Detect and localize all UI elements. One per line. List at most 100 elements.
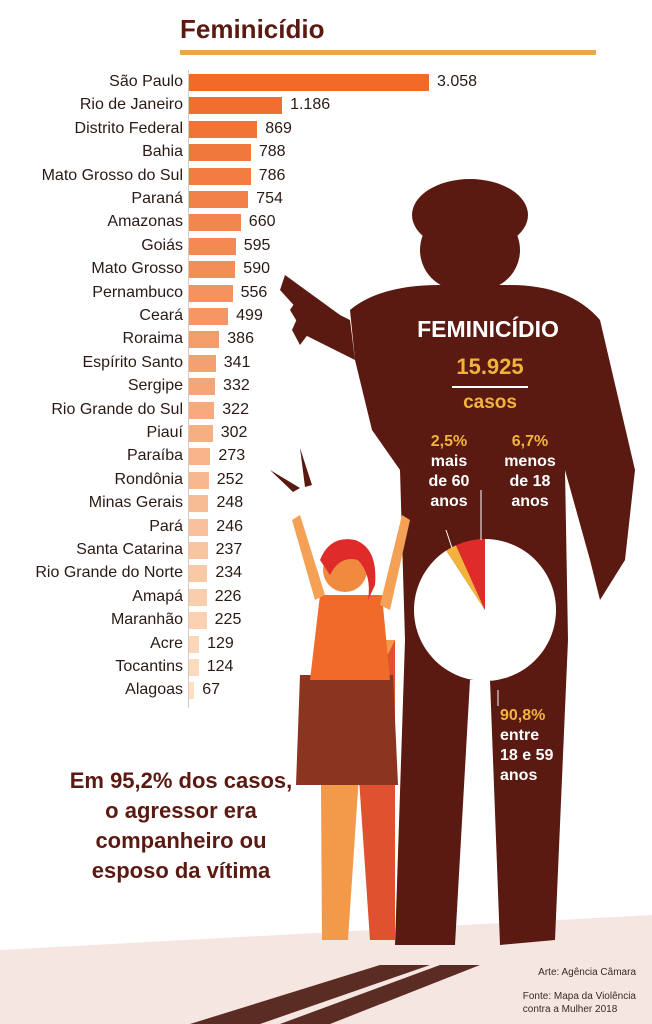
value-label: 225 [214, 611, 242, 629]
pie-note-under-18: 6,7% menos de 18 anos [497, 432, 563, 512]
bar [189, 354, 216, 372]
pie-note-line: anos [500, 767, 538, 784]
value-label: 595 [243, 236, 271, 254]
woman-figure [270, 448, 410, 940]
category-label: Minas Gerais [88, 494, 183, 512]
category-label: Amazonas [107, 213, 183, 231]
pie-slice [446, 545, 485, 610]
value-label: 788 [258, 143, 286, 161]
bar [189, 542, 208, 559]
page-title: Feminicídio [180, 14, 325, 44]
bar [189, 425, 213, 442]
pie-note-line: de 18 [509, 473, 551, 490]
value-label: 499 [236, 307, 263, 324]
category-label: Pernambuco [92, 283, 183, 301]
pie-note-line: mais [430, 453, 468, 470]
category-label: Tocantins [115, 658, 183, 675]
pie-note-pct: 6,7% [511, 433, 549, 450]
bar [189, 331, 220, 349]
category-label: Ceará [139, 307, 183, 324]
bar [189, 261, 236, 279]
pie-note-line: anos [430, 493, 468, 510]
summary-divider [452, 386, 528, 388]
pie-note-pct: 90,8% [500, 707, 546, 724]
category-label: Maranhão [110, 611, 183, 629]
aggressor-callout: Em 95,2% dos casos, o agressor era compa… [36, 766, 326, 886]
man-shadow-2 [280, 965, 480, 1024]
value-label: 332 [223, 377, 250, 395]
summary-heading: FEMINICÍDIO [417, 316, 559, 342]
value-label: 869 [265, 119, 292, 137]
source-line-2: contra a Mulher 2018 [522, 1004, 618, 1015]
art-credit: Arte: Agência Câmara [538, 967, 636, 978]
value-label: 273 [218, 447, 246, 465]
category-label: Rondônia [114, 470, 184, 488]
value-label: 590 [243, 260, 270, 278]
bar [189, 214, 241, 232]
bar [189, 120, 258, 138]
category-label: Sergipe [127, 377, 183, 395]
bar-axis [188, 70, 189, 708]
category-label: Goiás [141, 236, 183, 254]
category-label: Distrito Federal [74, 119, 183, 137]
bar [189, 588, 207, 606]
summary-number: 15.925 [456, 354, 524, 379]
value-label: 386 [227, 330, 254, 348]
title-underline [180, 50, 596, 55]
bar [189, 308, 229, 325]
bar [189, 237, 236, 255]
category-label: Rio Grande do Norte [35, 564, 183, 582]
bar [189, 635, 200, 653]
callout-line: o agressor era [105, 798, 257, 823]
value-label: 302 [220, 424, 248, 441]
value-label: 129 [207, 634, 234, 652]
bar [189, 682, 195, 700]
pie-note-18-59: 90,8% entre 18 e 59 anos [500, 706, 553, 786]
category-label: Amapá [132, 587, 183, 605]
value-label: 322 [222, 400, 249, 418]
bar [189, 74, 429, 91]
category-label: Mato Grosso do Sul [41, 166, 183, 184]
bar [189, 97, 283, 115]
callout-line: esposo da vítima [91, 858, 271, 883]
category-label: Piauí [146, 424, 183, 441]
age-pie-chart [413, 490, 556, 706]
category-label: Santa Catarina [76, 541, 183, 558]
value-label: 234 [215, 564, 243, 582]
value-label: 246 [216, 517, 243, 535]
summary-unit: casos [463, 392, 517, 413]
bar [189, 191, 249, 208]
category-label: Rio Grande do Sul [51, 400, 183, 418]
man-shadow [190, 965, 430, 1024]
pie-note-line: de 60 [428, 473, 470, 490]
category-label: Rio de Janeiro [79, 96, 183, 114]
pie-note-line: 18 e 59 [500, 747, 554, 764]
value-label: 237 [215, 541, 243, 558]
pie-note-line: anos [511, 493, 549, 510]
pie-note-pct: 2,5% [430, 433, 468, 450]
bar [189, 401, 215, 419]
category-label: Pará [149, 517, 183, 535]
category-label: São Paulo [109, 73, 183, 90]
bar [189, 518, 209, 536]
value-label: 556 [240, 283, 268, 301]
bar [189, 448, 211, 466]
value-label: 226 [214, 587, 242, 605]
category-label: Espírito Santo [82, 353, 184, 371]
value-label: 124 [206, 658, 234, 675]
value-label: 660 [248, 213, 276, 231]
bar [189, 659, 199, 676]
value-label: 341 [223, 353, 251, 371]
category-label: Paraíba [126, 447, 183, 465]
value-label: 754 [256, 190, 283, 207]
category-label: Alagoas [125, 681, 183, 699]
pie-slice [455, 539, 485, 610]
floor [0, 915, 652, 1024]
value-label: 248 [216, 494, 244, 512]
bar [189, 284, 233, 302]
value-label: 67 [202, 681, 221, 699]
pie-note-over-60: 2,5% mais de 60 anos [422, 432, 476, 512]
category-label: Paraná [131, 190, 183, 207]
bar [189, 612, 207, 630]
